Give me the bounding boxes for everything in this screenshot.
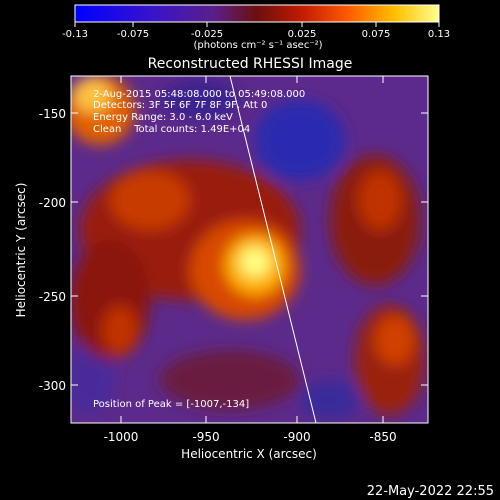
x-tick-label: -950 (192, 430, 219, 444)
solar-image (71, 76, 428, 423)
info-energy-range: Energy Range: 3.0 - 6.0 keV (93, 112, 233, 123)
footer-date: 22-May-2022 22:55 (367, 484, 494, 499)
colorbar-tick-label: 0.075 (362, 29, 391, 40)
y-tick-label: -300 (39, 379, 66, 393)
colorbar-tick-label: -0.025 (191, 29, 223, 40)
y-axis-ticks: -150 -200 -250 -300 (39, 107, 428, 393)
x-tick-label: -850 (369, 430, 396, 444)
y-tick-label: -150 (39, 107, 66, 121)
y-tick-label: -200 (39, 196, 66, 210)
y-tick-label: -250 (39, 290, 66, 304)
x-tick-label: -900 (283, 430, 310, 444)
colorbar-tick-label: -0.075 (117, 29, 149, 40)
x-axis-label: Heliocentric X (arcsec) (181, 447, 317, 461)
colorbar-tick-label: -0.13 (62, 29, 88, 40)
colorbar: -0.13 -0.075 -0.025 0.025 0.075 0.13 (photons… (62, 4, 450, 51)
x-tick-label: -1000 (104, 430, 139, 444)
colorbar-tick-label: 0.13 (428, 29, 450, 40)
colorbar-unit-label: (photons cm⁻² s⁻¹ asec⁻²) (193, 40, 322, 51)
info-block: 2-Aug-2015 05:48:08.000 to 05:49:08.000 … (93, 89, 305, 135)
y-axis-label: Heliocentric Y (arcsec) (14, 183, 28, 318)
peak-position-text: Position of Peak = [-1007,-134] (93, 399, 249, 410)
info-time-range: 2-Aug-2015 05:48:08.000 to 05:49:08.000 (93, 89, 305, 100)
colorbar-gradient (74, 4, 440, 23)
plot-frame (70, 75, 429, 424)
plot-title: Reconstructed RHESSI Image (148, 56, 353, 72)
info-detectors: Detectors: 3F 5F 6F 7F 8F 9F, Att 0 (93, 100, 267, 111)
colorbar-tick-label: 0.025 (288, 29, 317, 40)
info-clean-counts: Clean Total counts: 1.49E+04 (93, 124, 250, 135)
x-axis-ticks: -1000 -950 -900 -850 (104, 76, 397, 444)
colorbar-ticks: -0.13 -0.075 -0.025 0.025 0.075 0.13 (62, 22, 450, 40)
solar-limb-line (229, 76, 317, 423)
